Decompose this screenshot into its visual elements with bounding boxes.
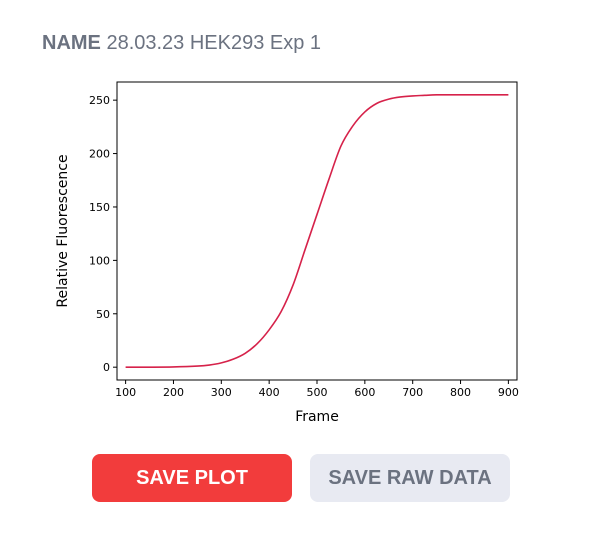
x-tick-label: 700 xyxy=(402,386,423,399)
x-tick-label: 900 xyxy=(498,386,519,399)
name-label: NAME xyxy=(42,32,101,54)
x-tick-label: 500 xyxy=(307,386,328,399)
fluorescence-chart: 100 200 300 400 500 600 700 800 900 0 50 100 150 200 2… xyxy=(55,81,519,425)
x-tick-label: 400 xyxy=(259,386,280,399)
x-axis-label: Frame xyxy=(295,409,339,425)
y-tick-label: 250 xyxy=(89,94,110,107)
save-raw-data-button[interactable]: SAVE RAW DATA xyxy=(310,454,510,502)
y-tick-label: 50 xyxy=(96,308,110,321)
save-plot-button[interactable]: SAVE PLOT xyxy=(92,454,292,502)
experiment-name-title: NAME 28.03.23 HEK293 Exp 1 xyxy=(42,32,321,55)
x-tick-label: 800 xyxy=(450,386,471,399)
y-axis-label: Relative Fluorescence xyxy=(55,154,71,307)
y-tick-label: 200 xyxy=(89,148,110,161)
x-tick-label: 200 xyxy=(163,386,184,399)
y-tick-label: 150 xyxy=(89,201,110,214)
x-tick-label: 600 xyxy=(354,386,375,399)
x-tick-label: 100 xyxy=(115,386,136,399)
y-tick-label: 100 xyxy=(89,254,110,267)
plot-frame xyxy=(116,81,518,381)
y-tick-label: 0 xyxy=(103,361,110,374)
fluorescence-series-line xyxy=(125,93,509,368)
name-value: 28.03.23 HEK293 Exp 1 xyxy=(106,32,322,54)
x-tick-label: 300 xyxy=(211,386,232,399)
